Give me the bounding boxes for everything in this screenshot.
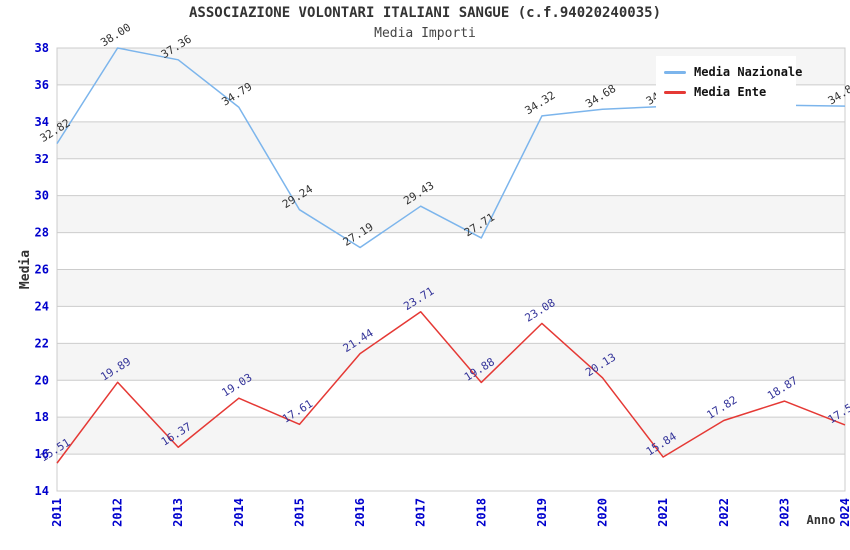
x-tick-label: 2011 <box>50 498 64 527</box>
legend-item-media-ente[interactable]: Media Ente <box>664 82 790 102</box>
x-tick-label: 2020 <box>596 498 610 527</box>
y-tick-label: 24 <box>35 299 49 313</box>
x-axis-title: Anno <box>807 513 836 527</box>
x-tick-label: 2024 <box>838 498 850 527</box>
legend-marker-media-ente-icon <box>664 90 686 94</box>
x-tick-label: 2015 <box>292 498 306 527</box>
data-label: 17.58 <box>826 398 850 427</box>
y-tick-label: 18 <box>35 410 49 424</box>
x-tick-label: 2012 <box>111 498 125 527</box>
y-tick-label: 26 <box>35 263 49 277</box>
y-tick-label: 28 <box>35 226 49 240</box>
legend: Media Nazionale Media Ente <box>656 56 802 108</box>
x-tick-label: 2018 <box>474 498 488 527</box>
chart-title: ASSOCIAZIONE VOLONTARI ITALIANI SANGUE (… <box>188 5 661 21</box>
data-label: 34.32 <box>523 89 558 118</box>
y-axis-title: Media <box>18 250 33 289</box>
x-tick-label: 2016 <box>353 498 367 527</box>
x-tick-label: 2021 <box>656 498 670 527</box>
plot-band <box>57 195 845 233</box>
plot-band <box>57 269 845 307</box>
legend-item-media-nazionale[interactable]: Media Nazionale <box>664 62 802 82</box>
y-tick-label: 38 <box>35 41 49 55</box>
y-tick-label: 34 <box>35 115 49 129</box>
legend-label-media-nazionale: Media Nazionale <box>694 65 803 79</box>
legend-marker-media-nazionale-icon <box>664 70 686 74</box>
y-tick-label: 36 <box>35 78 49 92</box>
y-tick-label: 16 <box>35 447 49 461</box>
y-tick-label: 22 <box>35 336 49 350</box>
x-tick-label: 2022 <box>717 498 731 527</box>
plot-band <box>57 417 845 455</box>
plot-band <box>57 343 845 381</box>
x-tick-label: 2023 <box>777 498 791 527</box>
series-line-media-ente[interactable] <box>56 311 846 464</box>
data-label: 15.51 <box>38 436 73 465</box>
y-tick-label: 32 <box>35 152 49 166</box>
data-label: 34.68 <box>583 82 618 111</box>
y-tick-label: 20 <box>35 373 49 387</box>
y-tick-label: 14 <box>35 484 49 498</box>
x-tick-label: 2017 <box>414 498 428 527</box>
chart-subtitle: Media Importi <box>374 26 476 41</box>
x-tick-label: 2014 <box>232 498 246 527</box>
x-tick-label: 2019 <box>535 498 549 527</box>
plot-band <box>57 121 845 159</box>
y-tick-label: 30 <box>35 189 49 203</box>
legend-label-media-ente: Media Ente <box>694 85 767 99</box>
x-tick-label: 2013 <box>171 498 185 527</box>
plot-border <box>56 47 846 492</box>
